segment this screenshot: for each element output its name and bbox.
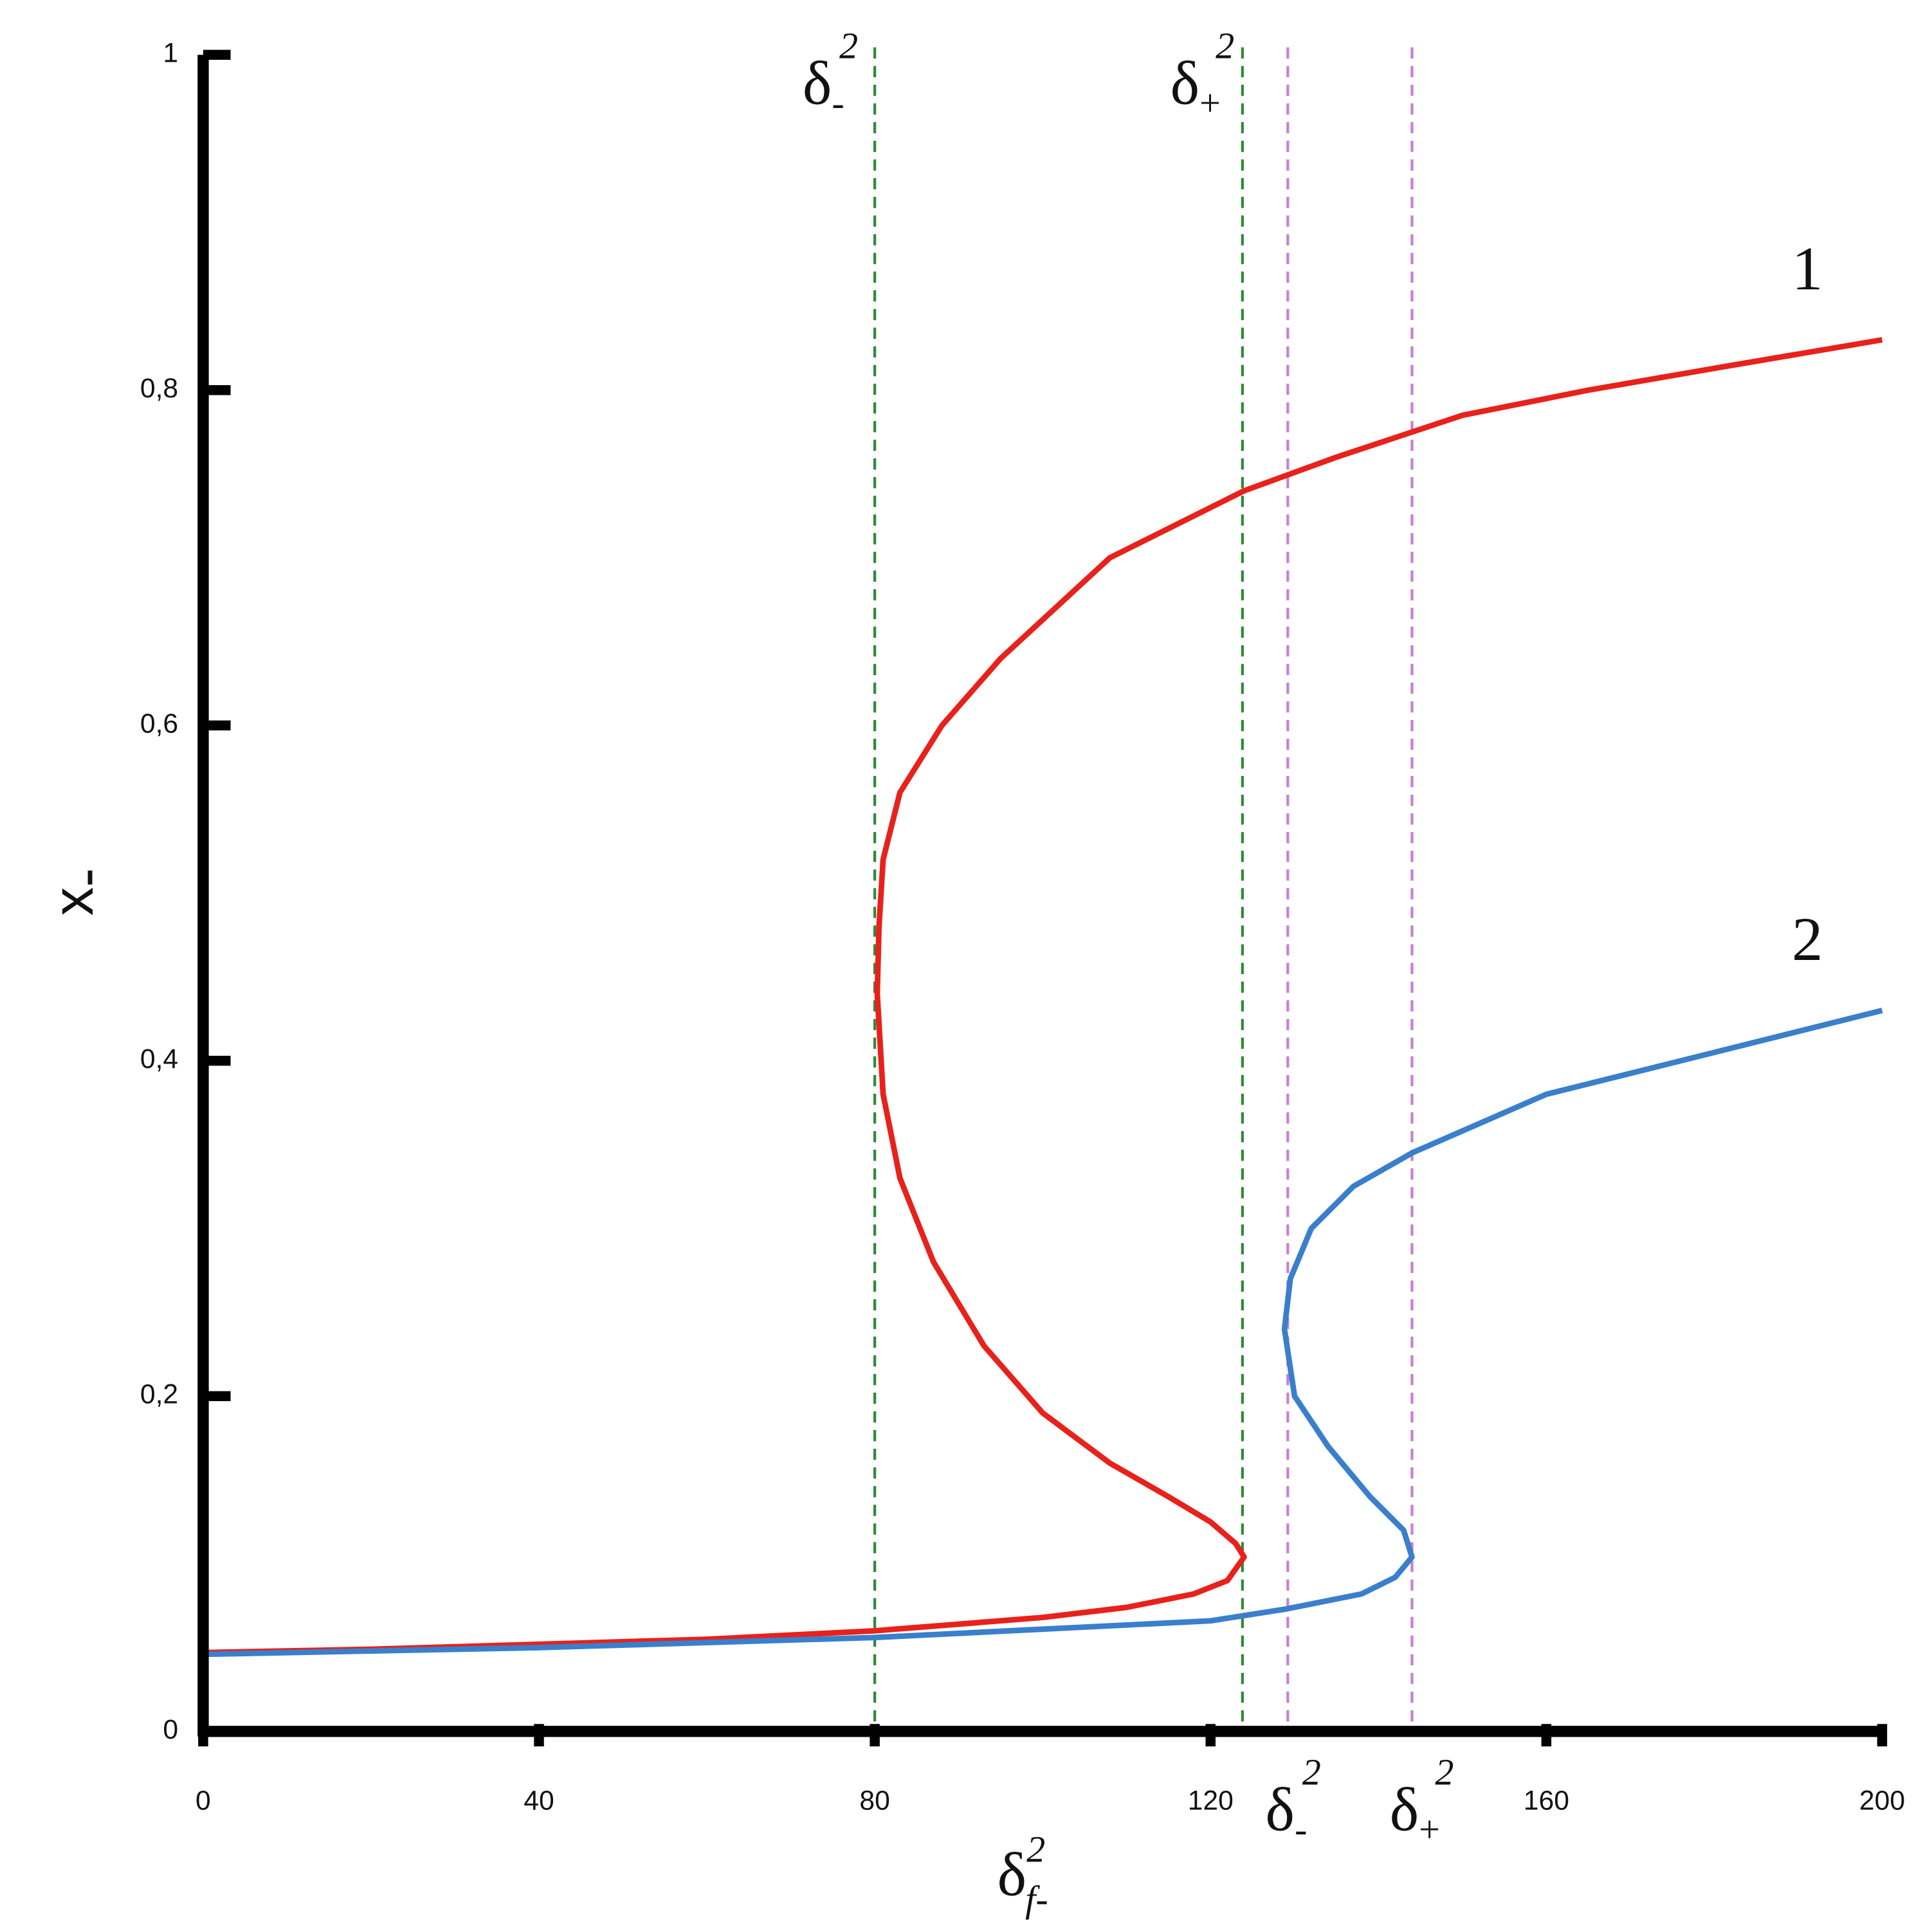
y-tick-label: 0 <box>163 1714 178 1745</box>
y-tick-label: 0,8 <box>140 373 178 404</box>
label-symbol: δ <box>1170 49 1199 118</box>
label-sup: 2 <box>839 25 858 67</box>
reference-label: δ- 2 <box>1265 1751 1320 1850</box>
label-symbol: δ <box>1390 1775 1419 1844</box>
reference-label: δ+2 <box>1390 1751 1454 1850</box>
reference-label: δ+2 <box>1170 25 1234 124</box>
title-symbol: x <box>41 887 105 916</box>
x-tick-label: 40 <box>524 1786 554 1816</box>
x-tick-label: 200 <box>1859 1786 1905 1816</box>
label-sup: 2 <box>1302 1751 1321 1793</box>
curve <box>203 337 1883 1656</box>
label-sub: - <box>1295 1809 1307 1850</box>
series-label: 1 <box>1792 234 1823 303</box>
series-label: 2 <box>1792 905 1823 973</box>
title-symbol: δ <box>997 1840 1026 1909</box>
label-sub: + <box>1199 82 1221 124</box>
label-sub: - <box>832 82 844 124</box>
y-tick-label: 1 <box>163 38 178 69</box>
x-tick-label: 80 <box>859 1786 889 1816</box>
y-axis-title: x- <box>41 868 117 916</box>
x-axis-title: δ2 f- <box>997 1829 1048 1920</box>
x-tick-label: 160 <box>1524 1786 1569 1816</box>
title-sub: - <box>53 868 117 887</box>
y-tick-label: 0,2 <box>140 1379 178 1410</box>
x-tick-label: 120 <box>1188 1786 1234 1816</box>
y-tick-label: 0,4 <box>140 1044 178 1074</box>
title-sup: 2 <box>1026 1829 1045 1870</box>
label-sup: 2 <box>1216 25 1234 67</box>
reference-label: δ- 2 <box>803 25 858 124</box>
label-sub: + <box>1419 1809 1440 1850</box>
label-symbol: δ <box>1265 1775 1295 1844</box>
title-sub: f- <box>1025 1879 1048 1921</box>
label-sup: 2 <box>1435 1751 1454 1793</box>
x-tick-label: 0 <box>196 1786 211 1816</box>
y-tick-label: 0,6 <box>140 709 178 739</box>
curve <box>203 1008 1883 1658</box>
label-symbol: δ <box>803 49 832 118</box>
